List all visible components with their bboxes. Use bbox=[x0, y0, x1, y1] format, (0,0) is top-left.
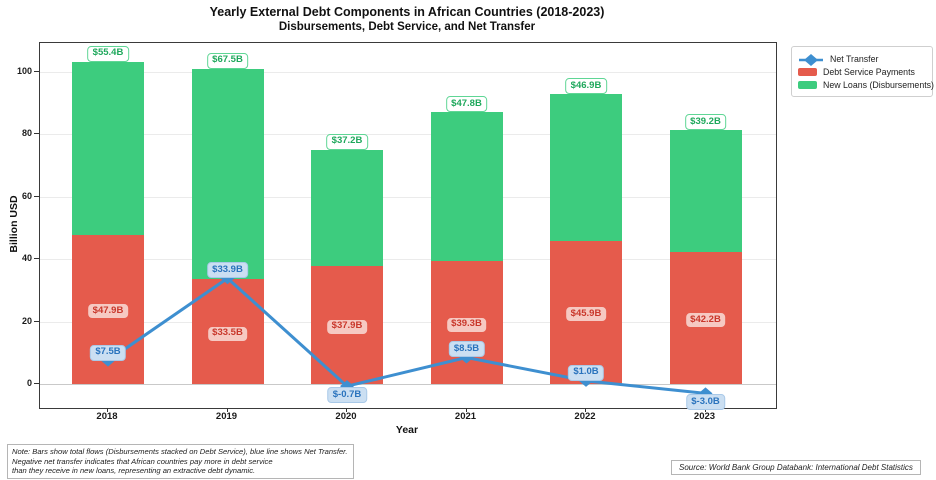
note-line: Negative net transfer indicates that Afr… bbox=[12, 456, 273, 466]
gridline bbox=[40, 72, 776, 73]
y-tick-mark bbox=[34, 195, 39, 197]
debt-service-swatch-icon bbox=[798, 67, 817, 76]
note-line: Note: Bars show total flows (Disbursemen… bbox=[12, 447, 348, 456]
x-tick-mark bbox=[226, 408, 228, 412]
debt-service-value-label: $33.5B bbox=[207, 326, 248, 341]
y-tick-label: 60 bbox=[21, 190, 32, 201]
y-tick-label: 20 bbox=[21, 315, 32, 326]
legend: Net Transfer Debt Service Payments New L… bbox=[791, 46, 934, 97]
gridline bbox=[40, 384, 776, 385]
new-loans-swatch-icon bbox=[798, 80, 817, 89]
net-transfer-marker-icon bbox=[798, 53, 824, 66]
legend-item-debt-service: Debt Service Payments bbox=[798, 65, 926, 78]
legend-label: New Loans (Disbursements) bbox=[823, 79, 934, 90]
x-tick-label: 2018 bbox=[96, 411, 118, 422]
net-transfer-value-label: $-0.7B bbox=[327, 387, 367, 404]
new-loans-value-label: $37.2B bbox=[326, 133, 368, 150]
y-tick-mark bbox=[34, 320, 39, 322]
net-transfer-value-label: $7.5B bbox=[89, 344, 127, 361]
debt-service-value-label: $45.9B bbox=[566, 307, 606, 322]
x-tick-mark bbox=[465, 408, 467, 412]
x-tick-mark bbox=[585, 408, 586, 412]
gridline bbox=[40, 259, 776, 261]
note-box: Note: Bars show total flows (Disbursemen… bbox=[7, 444, 354, 479]
y-tick-label: 0 bbox=[26, 378, 32, 388]
x-tick-label: 2022 bbox=[574, 411, 596, 422]
debt-service-value-label: $37.9B bbox=[327, 319, 367, 334]
x-tick-mark bbox=[346, 408, 347, 412]
legend-item-new-loans: New Loans (Disbursements) bbox=[798, 78, 934, 91]
y-axis-label: Billion USD bbox=[8, 195, 20, 253]
bar-segment-new-loans bbox=[311, 149, 383, 266]
source-box: Source: World Bank Group Databank: Inter… bbox=[671, 460, 921, 475]
y-tick-label: 80 bbox=[21, 128, 32, 139]
legend-label: Net Transfer bbox=[830, 53, 879, 64]
y-tick-label: 40 bbox=[21, 253, 32, 264]
new-loans-value-label: $39.2B bbox=[684, 114, 727, 130]
gridline bbox=[40, 196, 776, 198]
x-axis-label: Year bbox=[395, 424, 419, 436]
note-line: than they receive in new loans, represen… bbox=[12, 466, 256, 476]
bar-segment-new-loans bbox=[72, 61, 144, 235]
net-transfer-value-label: $1.0B bbox=[567, 364, 605, 381]
y-tick-mark bbox=[34, 71, 39, 72]
net-transfer-value-label: $33.9B bbox=[206, 262, 249, 279]
bar-segment-new-loans bbox=[191, 68, 264, 280]
new-loans-value-label: $67.5B bbox=[206, 52, 249, 69]
bar-segment-new-loans bbox=[550, 94, 622, 241]
plot-area: $55.4B $47.9B $7.5B $67.5B $33.5B $33.9B $37.2… bbox=[39, 42, 777, 411]
y-tick-mark bbox=[34, 258, 39, 260]
x-tick-label: 2021 bbox=[454, 411, 477, 422]
net-transfer-value-label: $8.5B bbox=[448, 341, 485, 358]
legend-label: Debt Service Payments bbox=[823, 66, 915, 77]
x-tick-mark bbox=[107, 408, 108, 412]
y-tick-mark bbox=[34, 383, 39, 384]
bar-segment-new-loans bbox=[430, 112, 503, 262]
gridline bbox=[40, 134, 776, 136]
y-tick-mark bbox=[34, 133, 39, 135]
net-transfer-line bbox=[101, 272, 713, 400]
gridline bbox=[40, 321, 776, 323]
debt-service-value-label: $39.3B bbox=[446, 317, 487, 332]
x-tick-label: 2020 bbox=[335, 411, 357, 422]
new-loans-value-label: $46.9B bbox=[565, 78, 607, 95]
y-tick-label: 100 bbox=[16, 66, 32, 76]
legend-item-net-transfer: Net Transfer bbox=[798, 52, 926, 66]
debt-service-value-label: $47.9B bbox=[88, 304, 128, 319]
net-transfer-value-label: $-3.0B bbox=[685, 394, 726, 411]
new-loans-value-label: $55.4B bbox=[87, 45, 129, 62]
bar-segment-new-loans bbox=[669, 130, 742, 253]
chart-title-block: Yearly External Debt Components in Afric… bbox=[0, 5, 814, 33]
new-loans-value-label: $47.8B bbox=[445, 96, 488, 113]
x-tick-label: 2019 bbox=[215, 411, 238, 422]
debt-service-value-label: $42.2B bbox=[685, 313, 726, 328]
chart-title: Yearly External Debt Components in Afric… bbox=[209, 5, 605, 19]
chart-subtitle: Disbursements, Debt Service, and Net Tra… bbox=[278, 21, 536, 33]
x-tick-label: 2023 bbox=[693, 411, 716, 422]
